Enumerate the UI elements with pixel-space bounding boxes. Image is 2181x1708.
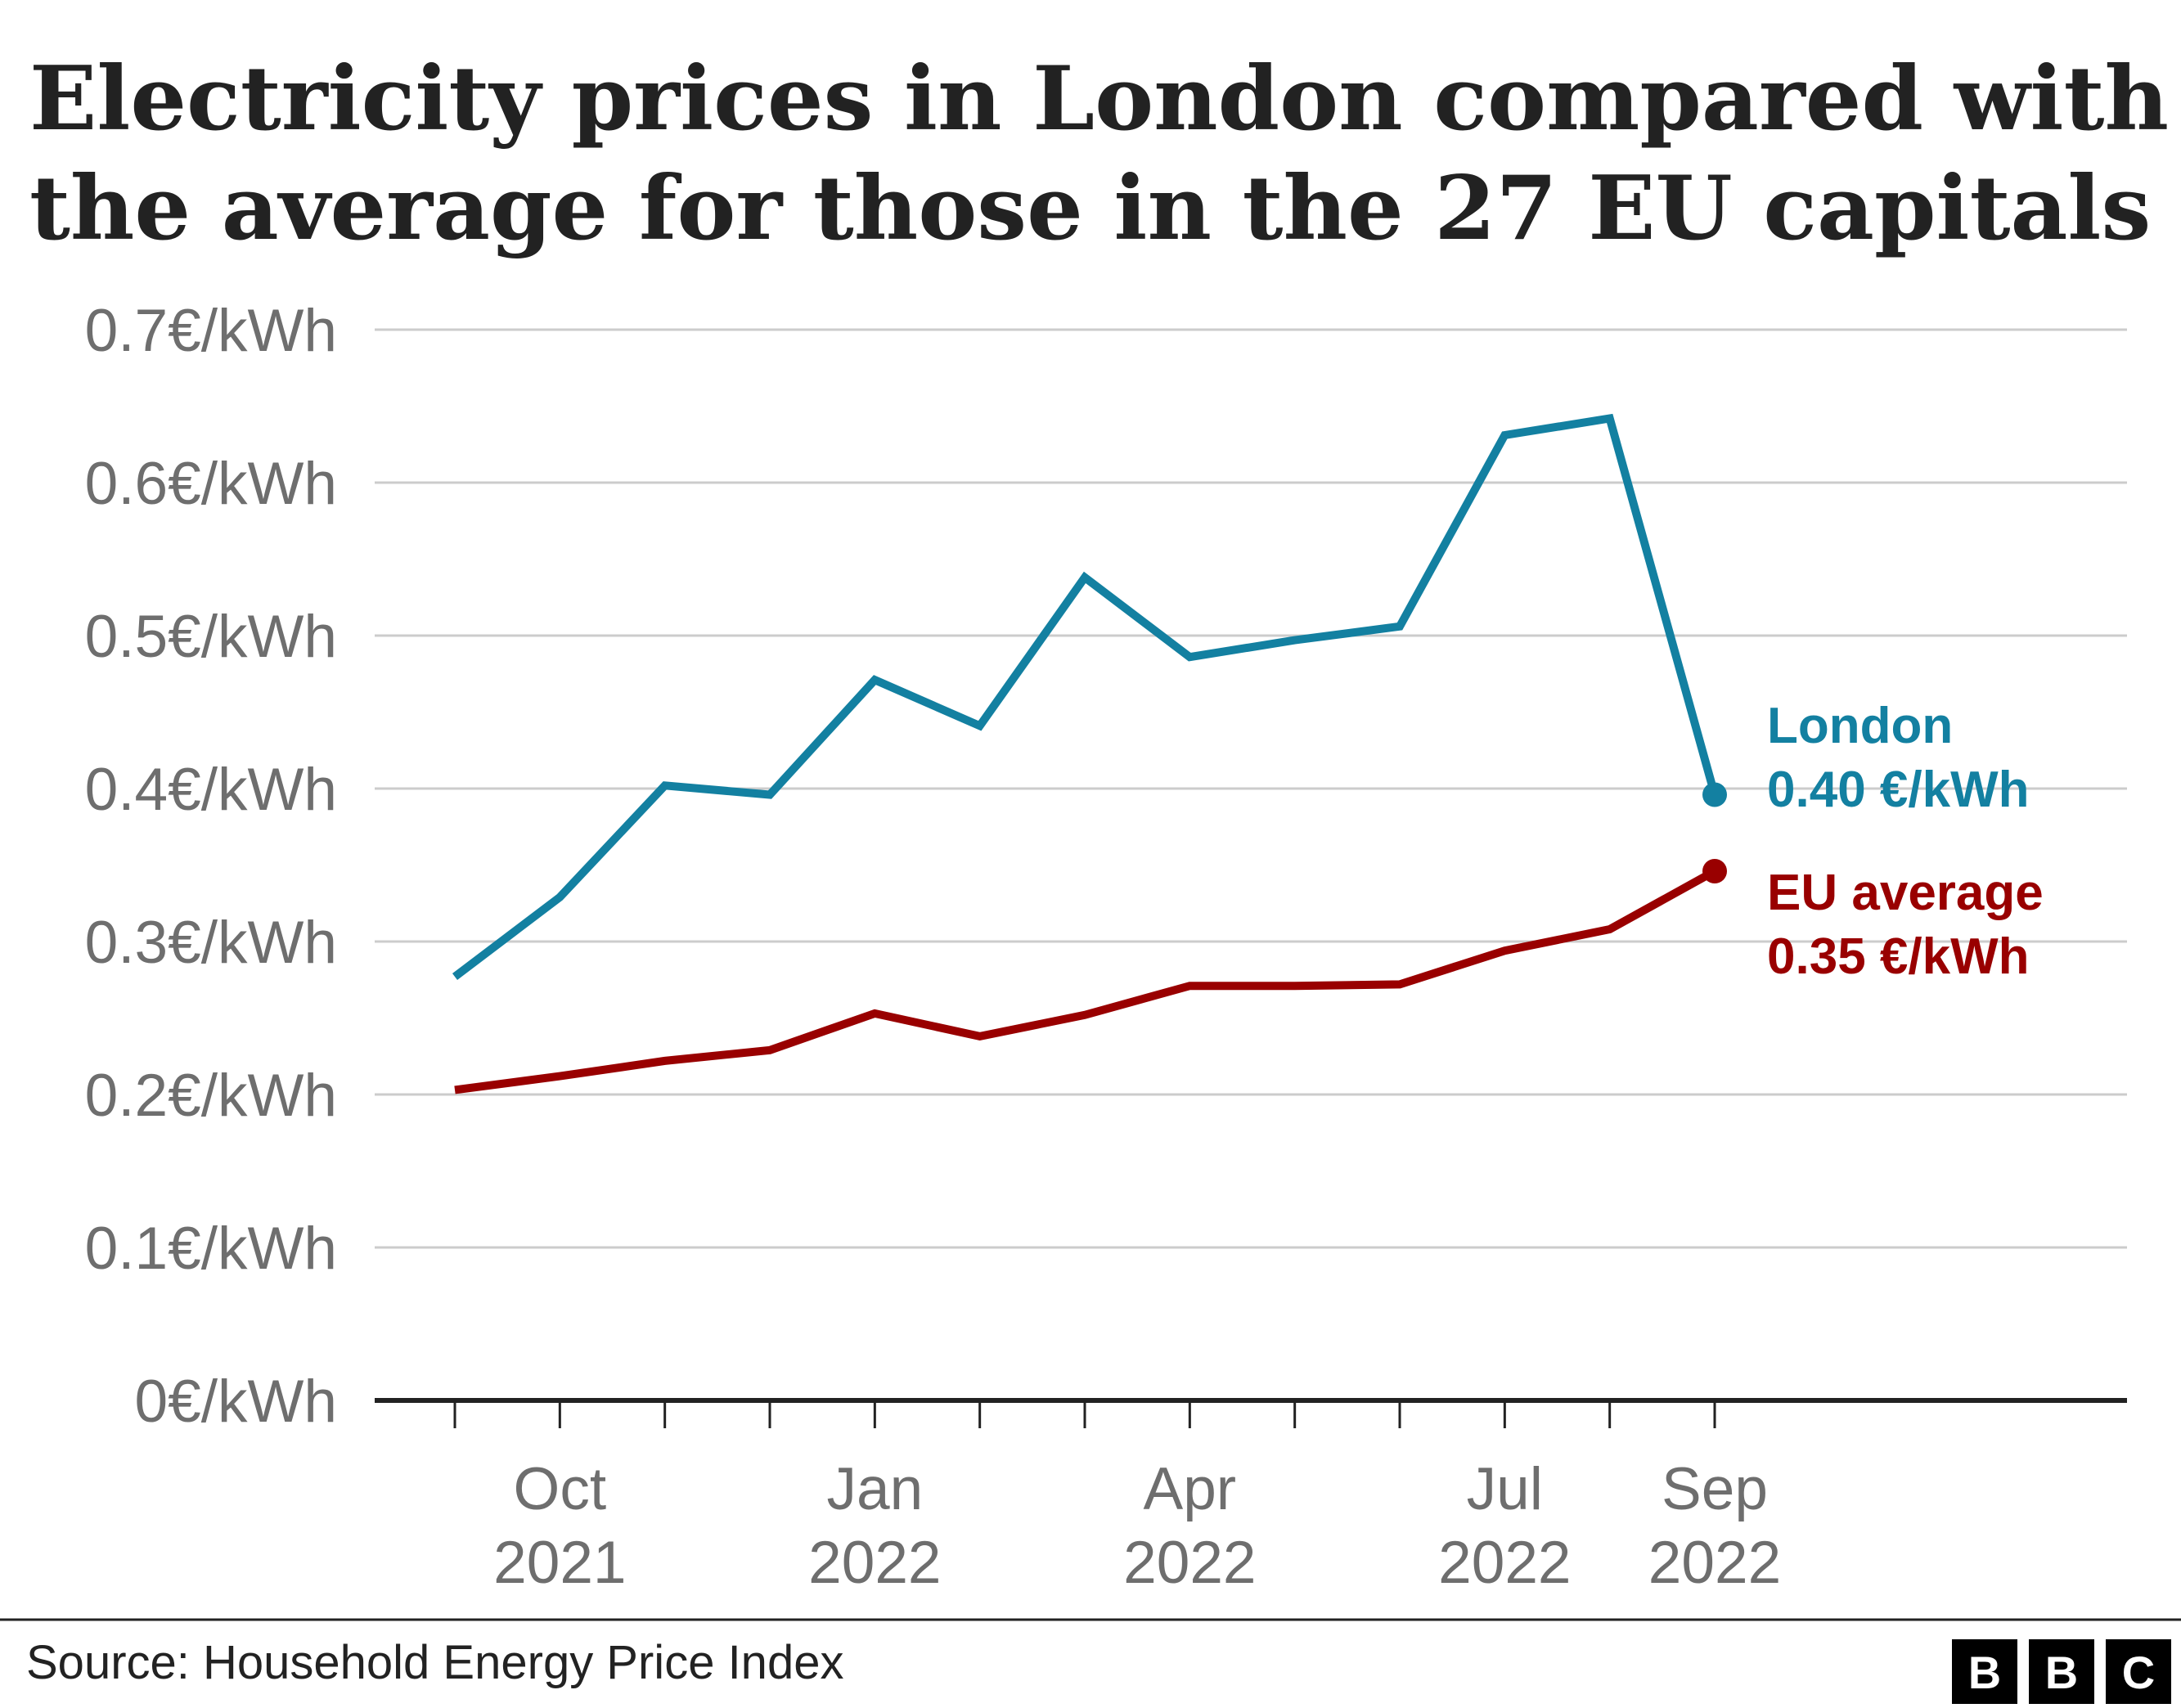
- series-value-label: 0.35 €/kWh: [1767, 928, 2029, 985]
- series-end-point: [1702, 782, 1727, 807]
- series-labels: London 0.40 €/kWh EU average 0.35 €/kWh: [1767, 698, 2044, 985]
- series-line-london: [452, 413, 1719, 980]
- series-name-label: London: [1767, 698, 1953, 754]
- y-tick-label: 0€/kWh: [135, 1369, 337, 1435]
- y-tick-label: 0.2€/kWh: [85, 1063, 337, 1129]
- series-name-label: EU average: [1767, 865, 2044, 921]
- chart-title-line-1: Electricity prices in London compared wi…: [29, 47, 2169, 151]
- x-tick-label-month: Jan: [826, 1456, 923, 1522]
- logo-letter: C: [2122, 1647, 2155, 1698]
- y-tick-label: 0.4€/kWh: [85, 757, 337, 823]
- logo-letter: B: [1968, 1647, 2001, 1698]
- series-value-label: 0.40 €/kWh: [1767, 762, 2029, 818]
- y-tick-label: 0.3€/kWh: [85, 910, 337, 976]
- y-tick-label: 0.7€/kWh: [85, 298, 337, 364]
- source-note: Source: Household Energy Price Index: [26, 1636, 843, 1689]
- series-lines: [452, 413, 1727, 1094]
- x-tick-label-year: 2022: [808, 1530, 941, 1596]
- x-tick-label-month: Sep: [1662, 1456, 1768, 1522]
- x-tick-label-year: 2021: [493, 1530, 626, 1596]
- x-tick-label-year: 2022: [1123, 1530, 1256, 1596]
- x-tick-label-month: Apr: [1144, 1456, 1237, 1522]
- y-tick-label: 0.6€/kWh: [85, 451, 337, 517]
- series-line-eu-average: [454, 867, 1717, 1094]
- x-tick-label-year: 2022: [1438, 1530, 1571, 1596]
- logo-block: [2029, 1639, 2094, 1705]
- logo-block: [2106, 1639, 2171, 1705]
- y-tick-label: 0.5€/kWh: [85, 604, 337, 670]
- logo-letter: B: [2045, 1647, 2078, 1698]
- chart-title-line-2: the average for those in the 27 EU capit…: [29, 157, 2151, 260]
- x-tick-label-month: Oct: [514, 1456, 607, 1522]
- y-axis-tick-labels: 0€/kWh 0.1€/kWh 0.2€/kWh 0.3€/kWh 0.4€/kWh 0.…: [85, 298, 337, 1435]
- y-tick-label: 0.1€/kWh: [85, 1216, 337, 1282]
- series-end-point: [1702, 858, 1727, 883]
- x-axis: Oct 2021 Jan 2022 Apr 2022 Jul 2022 Sep 2022: [375, 1398, 2127, 1596]
- x-tick-label-year: 2022: [1648, 1530, 1781, 1596]
- logo-block: [1952, 1639, 2017, 1705]
- x-tick-label-month: Jul: [1467, 1456, 1543, 1522]
